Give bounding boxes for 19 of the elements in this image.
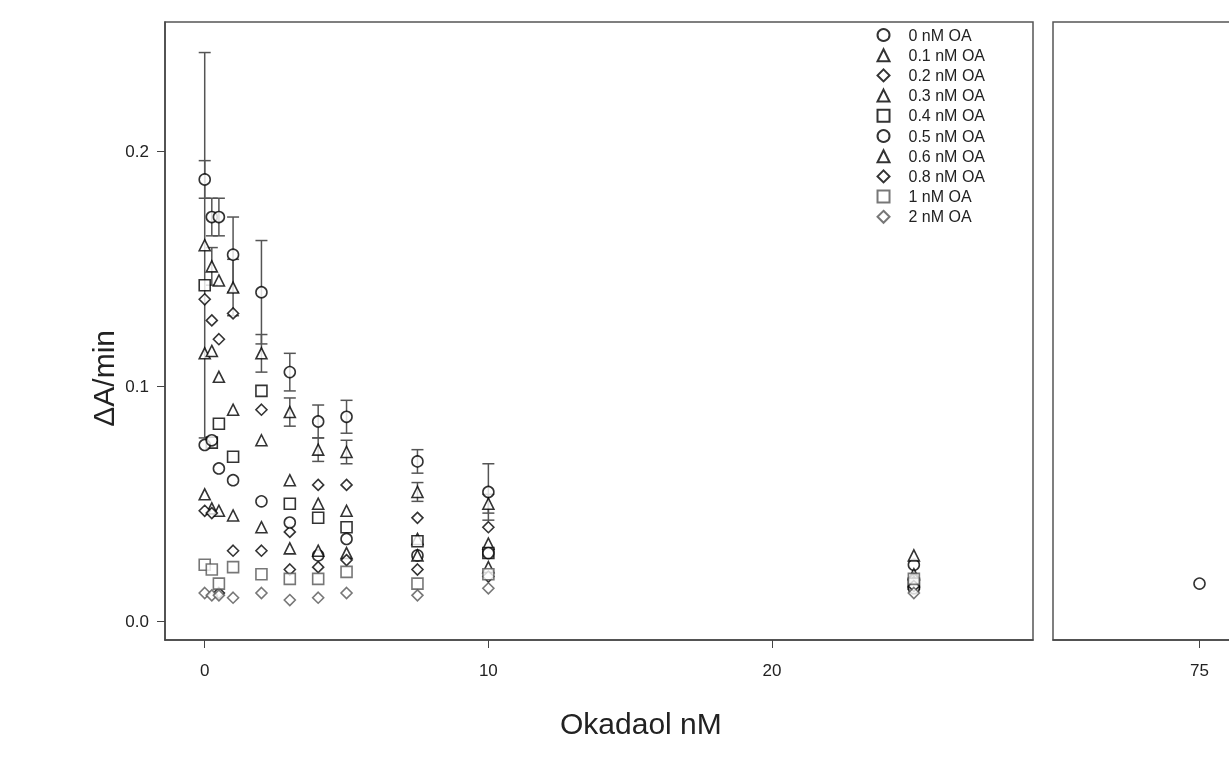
legend-label: 0 nM OA — [908, 26, 972, 44]
x-tick-label: 0 — [199, 661, 210, 680]
x-tick-label: 10 — [478, 661, 498, 680]
legend-label: 1 nM OA — [908, 188, 972, 206]
x-axis-title: Okadaol nM — [560, 706, 722, 740]
legend-label: 0.5 nM OA — [908, 127, 986, 145]
y-axis-title: ΔA/min — [86, 329, 120, 427]
y-tick-label: 0.0 — [125, 611, 149, 631]
legend-label: 0.8 nM OA — [908, 167, 986, 185]
y-tick-label: 0.2 — [125, 141, 149, 161]
legend-label: 0.4 nM OA — [908, 107, 986, 125]
x-tick-label: 75 — [1190, 661, 1209, 680]
legend-label: 0.3 nM OA — [908, 87, 986, 105]
legend-label: 0.2 nM OA — [908, 66, 986, 84]
y-tick-label: 0.1 — [125, 376, 149, 396]
legend-label: 0.6 nM OA — [908, 147, 986, 165]
legend-label: 2 nM OA — [908, 208, 972, 226]
legend-label: 0.1 nM OA — [908, 46, 986, 64]
x-tick-label: 20 — [762, 661, 782, 680]
